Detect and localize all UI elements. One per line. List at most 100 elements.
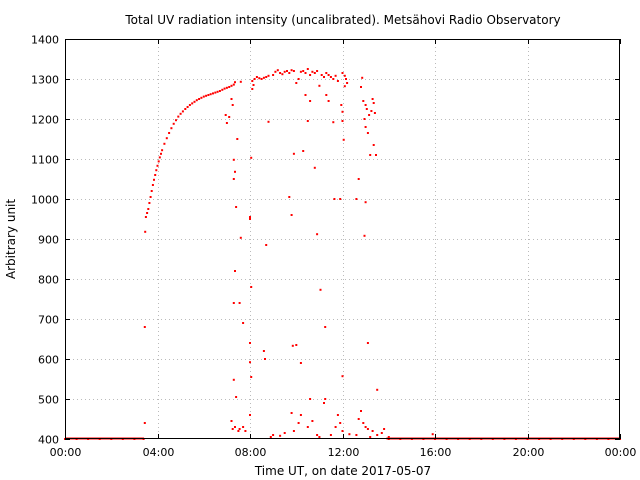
x-tick-label: 00:00	[50, 446, 82, 459]
data-point	[237, 430, 240, 432]
data-point	[306, 68, 309, 70]
data-point	[304, 94, 307, 96]
data-point	[372, 144, 375, 146]
data-point	[290, 69, 293, 72]
data-point	[376, 434, 379, 436]
data-point	[292, 430, 295, 432]
data-point	[158, 156, 161, 159]
data-point	[361, 76, 364, 79]
data-point	[265, 244, 268, 246]
data-point	[186, 106, 189, 108]
data-point	[253, 78, 256, 80]
data-point	[244, 430, 247, 432]
data-point	[223, 87, 226, 90]
data-point	[250, 376, 253, 378]
data-point	[239, 80, 242, 83]
x-axis-label: Time UT, on date 2017-05-07	[254, 464, 431, 478]
data-point	[228, 116, 231, 118]
data-point	[147, 208, 150, 210]
data-point	[357, 418, 360, 420]
data-point	[251, 80, 254, 82]
data-point	[366, 428, 369, 430]
data-point	[364, 426, 367, 428]
data-point	[191, 102, 194, 105]
data-point	[232, 83, 235, 86]
data-point	[380, 432, 383, 434]
data-point	[143, 422, 146, 424]
data-point	[216, 90, 219, 93]
data-point	[272, 434, 275, 436]
data-point	[236, 138, 239, 140]
data-point	[232, 302, 235, 304]
data-point	[309, 398, 312, 400]
data-point	[323, 76, 325, 78]
data-point	[264, 358, 266, 360]
data-point	[225, 86, 228, 89]
data-point	[341, 120, 344, 122]
data-point	[334, 426, 337, 428]
data-point	[258, 77, 261, 80]
data-point	[151, 184, 154, 186]
data-point	[341, 430, 344, 432]
data-point	[232, 378, 235, 381]
data-point	[327, 74, 330, 76]
data-point	[218, 90, 221, 92]
data-point	[324, 398, 327, 400]
data-point	[267, 74, 270, 77]
data-point	[272, 74, 275, 76]
data-points	[64, 68, 621, 440]
data-point	[198, 98, 201, 100]
x-tick-label: 12:00	[328, 446, 360, 459]
data-point	[368, 114, 371, 116]
data-point	[319, 288, 322, 291]
data-point	[252, 84, 255, 86]
data-point	[363, 234, 366, 237]
data-point	[339, 422, 342, 424]
data-point	[343, 85, 346, 88]
data-point	[276, 69, 279, 72]
data-point	[144, 216, 147, 218]
data-point	[306, 426, 309, 428]
data-point	[148, 202, 151, 204]
data-point	[193, 100, 196, 103]
y-axis-ticks: 400 500 600 700 800 900 1000 1100 1200 1300 1400	[31, 34, 620, 447]
data-point	[181, 110, 184, 113]
data-point	[231, 104, 234, 106]
data-point	[348, 433, 351, 436]
data-point	[341, 375, 344, 378]
data-point	[288, 72, 291, 74]
y-tick-label: 700	[38, 314, 59, 327]
data-point	[195, 99, 198, 102]
data-point	[304, 72, 307, 74]
data-point	[207, 94, 210, 96]
data-point	[291, 344, 294, 347]
data-point	[184, 108, 187, 110]
data-point	[279, 434, 282, 437]
data-point	[177, 115, 180, 118]
y-tick-label: 500	[38, 394, 59, 407]
x-tick-label: 08:00	[235, 446, 267, 459]
data-point	[286, 70, 288, 72]
y-axis-label: Arbitrary unit	[4, 199, 18, 279]
data-point	[230, 84, 233, 87]
data-point	[283, 432, 286, 434]
data-point	[366, 342, 369, 344]
data-point	[150, 190, 153, 192]
data-point	[387, 436, 390, 438]
data-point	[283, 70, 286, 73]
plot-frame	[65, 39, 620, 439]
data-point	[234, 170, 236, 173]
data-point	[214, 91, 217, 94]
data-point	[302, 150, 305, 152]
data-point	[357, 178, 360, 180]
data-point	[339, 198, 342, 200]
data-point	[234, 81, 236, 84]
data-point	[325, 94, 328, 96]
data-point	[249, 342, 251, 344]
data-point	[157, 160, 160, 163]
y-tick-label: 1100	[31, 154, 59, 167]
data-point	[329, 434, 332, 436]
data-point	[232, 178, 235, 180]
data-point	[332, 78, 335, 80]
